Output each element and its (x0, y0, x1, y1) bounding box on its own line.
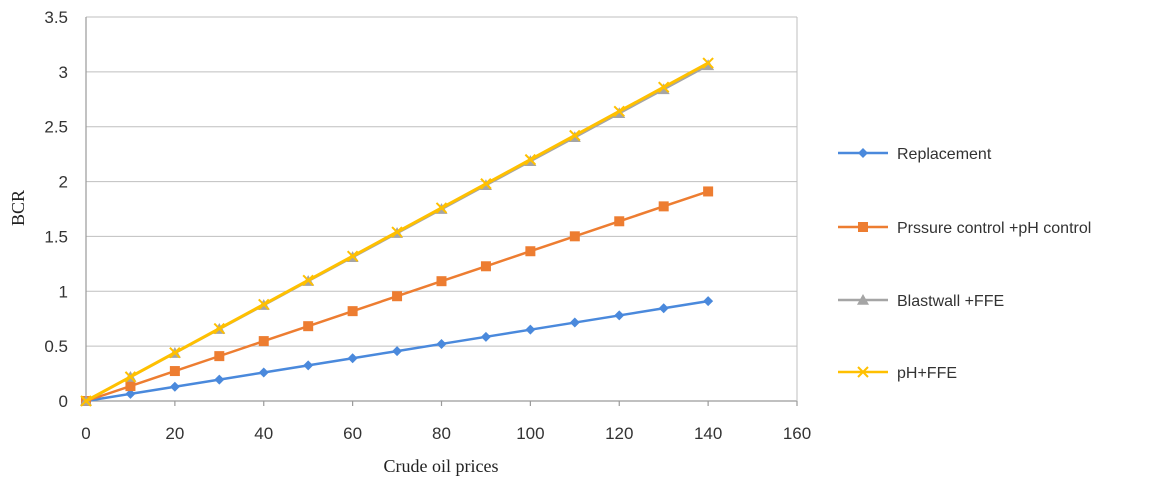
series-0-point-14 (703, 296, 714, 307)
series-3-point-1 (124, 371, 137, 383)
legend-item-2: Blastwall +FFE (838, 293, 1004, 310)
y-tick-label-0: 0 (59, 392, 68, 411)
series-3-point-9 (480, 178, 492, 190)
series-3-point-10 (524, 153, 537, 166)
series-3-point-0 (80, 395, 92, 407)
series-3-point-5 (302, 274, 314, 287)
y-tick-label-5: 2.5 (44, 118, 68, 137)
legend-item-0: Replacement (838, 146, 992, 163)
series-1-point-9 (480, 261, 491, 272)
x-tick-label-5: 100 (516, 424, 544, 443)
series-3-point-7 (391, 226, 403, 238)
series-3-point-8 (435, 202, 448, 214)
x-tick-label-8: 160 (783, 424, 811, 443)
legend-label-2: Blastwall +FFE (897, 293, 1004, 310)
y-tick-labels: 0 0.5 1 1.5 2 2.5 3 3.5 (44, 8, 68, 411)
y-tick-label-4: 2 (59, 173, 68, 192)
series-1-point-14 (703, 186, 714, 197)
series-0-point-3 (214, 374, 225, 385)
series-0-point-10 (525, 324, 536, 335)
x-tick-label-4: 80 (432, 424, 451, 443)
legend-label-3: pH+FFE (897, 365, 957, 382)
y-tick-label-6: 3 (59, 63, 68, 82)
series-3-point-12 (613, 105, 625, 118)
legend-item-3: pH+FFE (838, 365, 957, 382)
series-3-point-14 (702, 57, 714, 69)
x-tick-label-3: 60 (343, 424, 362, 443)
y-axis-title: BCR (8, 190, 28, 226)
series-3-point-4 (258, 298, 270, 311)
series-0-point-8 (436, 338, 447, 349)
legend-label-1: Prssure control +pH control (897, 220, 1091, 237)
series-1-point-7 (392, 291, 403, 302)
series-3-point-6 (346, 250, 359, 262)
series-1-point-8 (436, 276, 447, 287)
series-0-point-13 (658, 303, 669, 314)
series-1-point-13 (658, 201, 669, 212)
series-3-point-2 (169, 347, 181, 359)
legend-marker-1 (858, 222, 868, 232)
legend-item-1: Prssure control +pH control (838, 220, 1091, 237)
series-0-point-6 (347, 353, 358, 364)
series-lines (80, 57, 715, 407)
x-tick-label-6: 120 (605, 424, 633, 443)
series-3-point-3 (213, 322, 226, 335)
series-0-point-7 (392, 346, 403, 357)
series-1-point-10 (525, 246, 536, 257)
series-0 (81, 296, 714, 406)
series-0-point-2 (169, 381, 180, 392)
series-0-point-4 (258, 367, 269, 378)
series-0-point-12 (614, 310, 625, 321)
x-axis-title: Crude oil prices (384, 456, 499, 476)
series-1-point-6 (347, 306, 358, 317)
legend-marker-0 (858, 148, 868, 158)
series-1-point-3 (214, 351, 225, 362)
x-tick-label-2: 40 (254, 424, 273, 443)
series-1-point-2 (169, 366, 180, 377)
series-3 (80, 57, 714, 407)
series-3-point-13 (657, 81, 670, 93)
series-1 (81, 186, 714, 406)
series-1-point-12 (614, 216, 625, 227)
series-1-point-1 (125, 381, 136, 392)
series-0-point-11 (569, 317, 580, 328)
series-1-point-4 (258, 336, 269, 347)
x-tick-label-7: 140 (694, 424, 722, 443)
series-1-point-11 (569, 231, 580, 242)
y-tick-label-3: 1.5 (44, 227, 68, 246)
axes (85, 17, 798, 406)
y-tick-label-1: 0.5 (44, 337, 68, 356)
series-1-point-5 (303, 321, 314, 332)
x-tick-label-1: 20 (165, 424, 184, 443)
grid-lines (86, 16, 797, 347)
series-0-point-5 (303, 360, 314, 371)
legend-marker-2 (857, 294, 869, 305)
legend-marker-3 (857, 366, 869, 378)
series-0-point-1 (125, 388, 136, 399)
series-3-point-11 (569, 129, 581, 142)
x-tick-label-0: 0 (81, 424, 90, 443)
legend: Replacement Prssure control +pH control Bl… (838, 146, 1091, 382)
y-tick-label-2: 1 (59, 282, 68, 301)
y-tick-label-7: 3.5 (44, 8, 68, 27)
legend-label-0: Replacement (897, 146, 992, 163)
series-0-point-9 (480, 331, 491, 342)
x-tick-labels: 0 20 40 60 80 100 120 140 160 (81, 424, 811, 443)
